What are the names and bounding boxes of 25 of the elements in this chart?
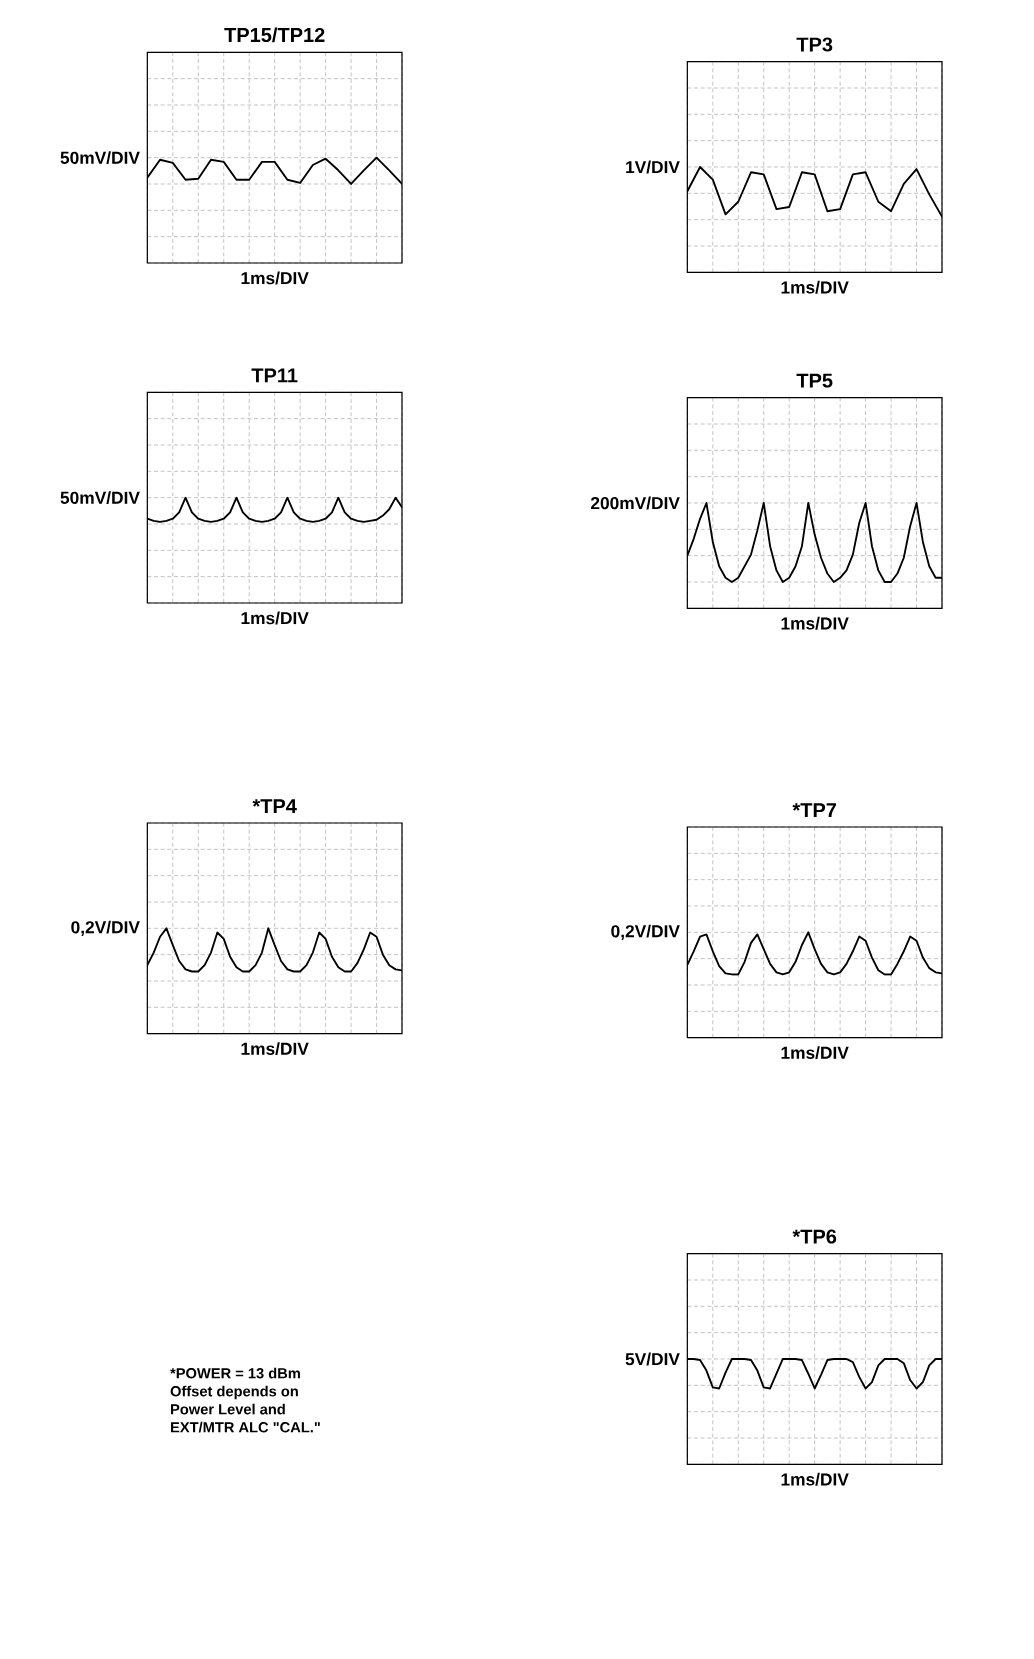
chart-title: TP11 [251, 368, 298, 383]
text: EXT/MTR ALC "CAL." [171, 1421, 320, 1433]
x-axis-title: 1ms/DIV [781, 1472, 849, 1486]
chart-title: TP5 [796, 373, 833, 388]
chart-title: *TP6 [792, 1229, 837, 1244]
y-axis-title: 50mV/DIV [60, 491, 140, 505]
y-axis-title: 0,2V/DIV [611, 924, 680, 940]
text: Power Level and [171, 1403, 285, 1415]
chart-title: *TP7 [792, 803, 837, 817]
x-axis-title: 1ms/DIV [781, 616, 849, 630]
y-axis-title: 50mV/DIV [60, 151, 140, 165]
y-axis-title: 1V/DIV [626, 160, 680, 174]
text: *POWER = 13 dBm [170, 1367, 300, 1379]
chart-title: *TP4 [252, 799, 297, 813]
x-axis-title: 1ms/DIV [241, 271, 309, 285]
x-axis-title: 1ms/DIV [241, 1042, 309, 1056]
chart-title: TP3 [796, 37, 833, 52]
y-axis-title: 0,2V/DIV [71, 920, 140, 936]
x-axis-title: 1ms/DIV [781, 280, 849, 294]
y-axis-title: 200mV/DIV [590, 496, 680, 510]
x-axis-title: 1ms/DIV [241, 611, 309, 625]
y-axis-title: 5V/DIV [625, 1352, 680, 1366]
chart-title: TP15/TP12 [224, 27, 325, 43]
x-axis-title: 1ms/DIV [781, 1046, 849, 1060]
text: Offset depends on [170, 1385, 298, 1400]
